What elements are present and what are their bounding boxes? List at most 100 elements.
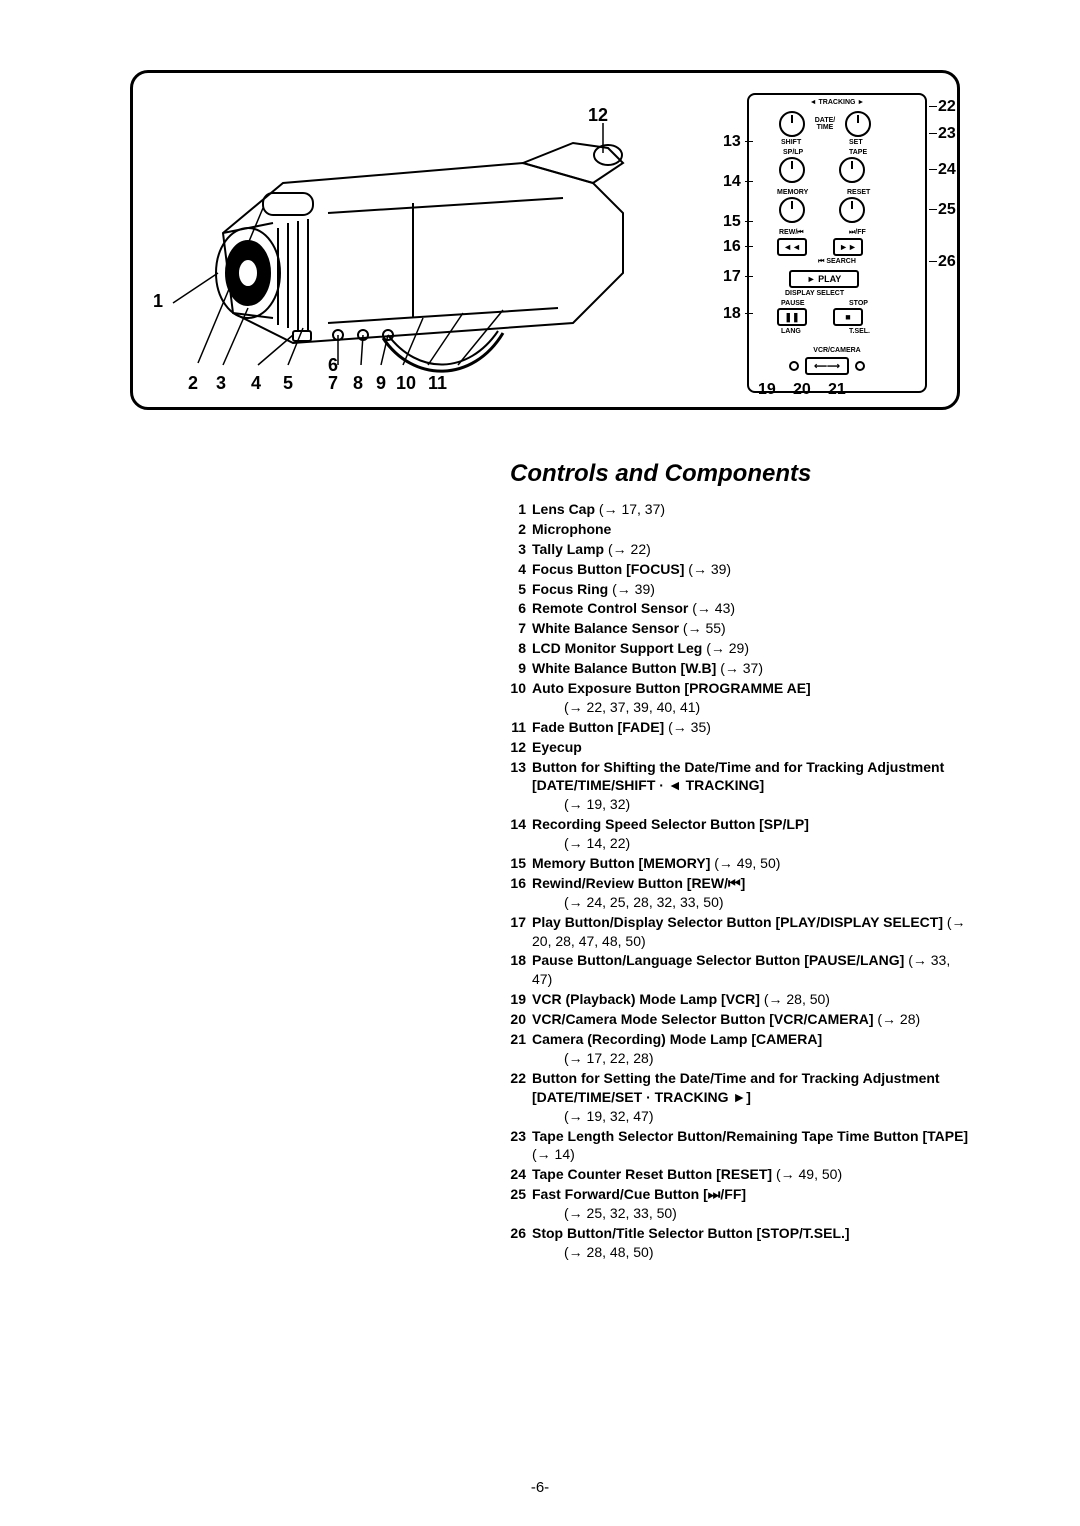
component-text: Pause Button/Language Selector Button [P… xyxy=(532,951,970,989)
label-pause: PAUSE xyxy=(781,300,805,307)
component-number: 3 xyxy=(500,540,526,559)
component-item: 7 White Balance Sensor (→ 55) xyxy=(500,619,970,638)
component-item: 9White Balance Button [W.B] (→ 37) xyxy=(500,659,970,678)
component-text: VCR/Camera Mode Selector Button [VCR/CAM… xyxy=(532,1010,970,1029)
lead-25 xyxy=(929,209,937,210)
diagram-label-8: 8 xyxy=(353,373,363,394)
diagram-label-13: 13 xyxy=(723,133,741,151)
diagram-label-7: 7 xyxy=(328,373,338,394)
diagram-label-23: 23 xyxy=(938,125,956,143)
diagram-label-26: 26 xyxy=(938,253,956,271)
label-reset: RESET xyxy=(847,189,870,196)
component-number: 4 xyxy=(500,560,526,579)
component-number: 6 xyxy=(500,599,526,618)
component-number: 1 xyxy=(500,500,526,519)
btn-pause: ❚❚ xyxy=(777,308,807,326)
label-search: ⏮ SEARCH xyxy=(818,258,856,266)
component-number: 5 xyxy=(500,580,526,599)
label-ff: ⏭/FF xyxy=(849,229,866,237)
label-rew: REW/⏮ xyxy=(779,229,804,237)
diagram-container: 1 2 3 4 5 6 7 8 9 10 11 12 ◄ TRACKING ► … xyxy=(130,70,960,410)
component-text: Recording Speed Selector Button [SP/LP](… xyxy=(532,815,970,853)
component-item: 26Stop Button/Title Selector Button [STO… xyxy=(500,1224,970,1262)
diagram-label-16: 16 xyxy=(723,238,741,256)
lead-22 xyxy=(929,106,937,107)
component-number: 26 xyxy=(500,1224,526,1262)
diagram-label-24: 24 xyxy=(938,161,956,179)
component-item: 10Auto Exposure Button [PROGRAMME AE](→ … xyxy=(500,679,970,717)
knob-shift xyxy=(779,111,805,137)
diagram-label-12: 12 xyxy=(588,105,608,126)
component-text: Rewind/Review Button [REW/⏮](→ 24, 25, 2… xyxy=(532,874,970,912)
lead-17 xyxy=(745,276,753,277)
component-text: Camera (Recording) Mode Lamp [CAMERA](→ … xyxy=(532,1030,970,1068)
component-text: Tape Length Selector Button/Remaining Ta… xyxy=(532,1127,970,1165)
component-item: 15 Memory Button [MEMORY] (→ 49, 50) xyxy=(500,854,970,873)
diagram-label-3: 3 xyxy=(216,373,226,394)
btn-rew: ◄◄ xyxy=(777,238,807,256)
component-item: 14Recording Speed Selector Button [SP/LP… xyxy=(500,815,970,853)
component-text: White Balance Sensor (→ 55) xyxy=(532,619,970,638)
lamp-camera xyxy=(855,361,865,371)
component-number: 8 xyxy=(500,639,526,658)
component-number: 20 xyxy=(500,1010,526,1029)
component-number: 14 xyxy=(500,815,526,853)
diagram-label-17: 17 xyxy=(723,268,741,286)
component-number: 23 xyxy=(500,1127,526,1165)
component-item: 1Lens Cap (→ 17, 37) xyxy=(500,500,970,519)
component-text: Play Button/Display Selector Button [PLA… xyxy=(532,913,970,951)
component-item: 17Play Button/Display Selector Button [P… xyxy=(500,913,970,951)
component-text: Tally Lamp (→ 22) xyxy=(532,540,970,559)
lead-16 xyxy=(745,246,753,247)
component-item: 6 Remote Control Sensor (→ 43) xyxy=(500,599,970,618)
knob-memory xyxy=(779,197,805,223)
label-stop: STOP xyxy=(849,300,868,307)
lead-13 xyxy=(745,141,753,142)
component-item: 2Microphone xyxy=(500,520,970,539)
diagram-label-14: 14 xyxy=(723,173,741,191)
lead-24 xyxy=(929,169,937,170)
component-item: 23Tape Length Selector Button/Remaining … xyxy=(500,1127,970,1165)
lamp-vcr xyxy=(789,361,799,371)
component-item: 16Rewind/Review Button [REW/⏮](→ 24, 25,… xyxy=(500,874,970,912)
diagram-label-4: 4 xyxy=(251,373,261,394)
component-text: Memory Button [MEMORY] (→ 49, 50) xyxy=(532,854,970,873)
diagram-label-2: 2 xyxy=(188,373,198,394)
component-text: Eyecup xyxy=(532,738,970,757)
control-panel-inset: ◄ TRACKING ► DATE/ TIME SHIFT SET SP/LP … xyxy=(747,93,927,393)
component-number: 12 xyxy=(500,738,526,757)
lead-26 xyxy=(929,261,937,262)
label-tracking: ◄ TRACKING ► xyxy=(810,99,865,106)
component-item: 22Button for Setting the Date/Time and f… xyxy=(500,1069,970,1126)
lead-14 xyxy=(745,181,753,182)
component-item: 24Tape Counter Reset Button [RESET] (→ 4… xyxy=(500,1165,970,1184)
switch-vcr-camera: ⟵⟶ xyxy=(805,357,849,375)
component-item: 25Fast Forward/Cue Button [⏭/FF](→ 25, 3… xyxy=(500,1185,970,1223)
component-item: 8LCD Monitor Support Leg (→ 29) xyxy=(500,639,970,658)
component-number: 17 xyxy=(500,913,526,951)
component-number: 18 xyxy=(500,951,526,989)
component-item: 20 VCR/Camera Mode Selector Button [VCR/C… xyxy=(500,1010,970,1029)
knob-splp xyxy=(779,157,805,183)
component-item: 21Camera (Recording) Mode Lamp [CAMERA](… xyxy=(500,1030,970,1068)
component-number: 25 xyxy=(500,1185,526,1223)
component-text: Auto Exposure Button [PROGRAMME AE](→ 22… xyxy=(532,679,970,717)
section-heading: Controls and Components xyxy=(510,460,960,488)
component-number: 15 xyxy=(500,854,526,873)
label-splp: SP/LP xyxy=(783,149,803,156)
label-shift: SHIFT xyxy=(781,139,801,146)
component-text: Button for Shifting the Date/Time and fo… xyxy=(532,758,970,815)
component-number: 7 xyxy=(500,619,526,638)
component-text: Focus Ring (→ 39) xyxy=(532,580,970,599)
diagram-label-1: 1 xyxy=(153,291,163,312)
btn-stop: ■ xyxy=(833,308,863,326)
diagram-label-21: 21 xyxy=(828,381,846,399)
diagram-label-18: 18 xyxy=(723,305,741,323)
component-number: 11 xyxy=(500,718,526,737)
camcorder-illustration xyxy=(163,113,663,373)
component-text: Remote Control Sensor (→ 43) xyxy=(532,599,970,618)
diagram-label-19: 19 xyxy=(758,381,776,399)
knob-reset xyxy=(839,197,865,223)
component-number: 24 xyxy=(500,1165,526,1184)
lead-15 xyxy=(745,221,753,222)
